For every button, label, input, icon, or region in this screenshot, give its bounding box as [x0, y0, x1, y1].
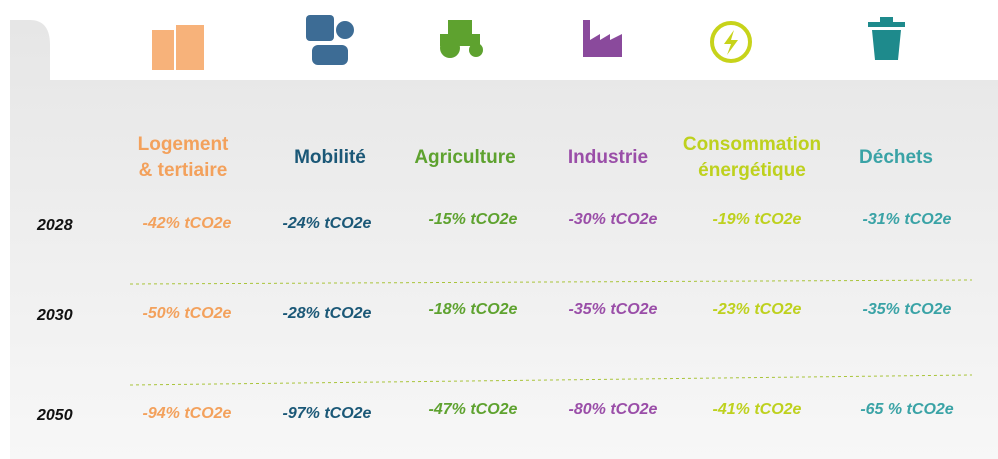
- reduction-value: -19% tCO2e: [713, 211, 802, 228]
- reduction-value: -18% tCO2e: [429, 301, 518, 318]
- icon-factory: [583, 20, 622, 57]
- column-header: énergétique: [698, 160, 806, 181]
- reduction-value: -97% tCO2e: [283, 405, 372, 422]
- reduction-value: -30% tCO2e: [569, 211, 658, 228]
- reduction-value: -35% tCO2e: [863, 301, 952, 318]
- reduction-value: -23% tCO2e: [713, 301, 802, 318]
- reduction-value: -15% tCO2e: [429, 211, 518, 228]
- column-header: Industrie: [568, 147, 648, 168]
- reduction-value: -65 % tCO2e: [860, 401, 953, 418]
- separator: [129, 279, 973, 285]
- reduction-value: -94% tCO2e: [143, 405, 232, 422]
- year: 2050: [36, 407, 73, 424]
- column-header: Logement: [138, 134, 229, 155]
- column-header: & tertiaire: [139, 160, 228, 181]
- reduction-value: -28% tCO2e: [283, 305, 372, 322]
- column-header: Déchets: [859, 147, 933, 168]
- icon-energy: [710, 21, 752, 63]
- icon-tractor: [440, 20, 483, 58]
- icon-bin: [868, 17, 905, 60]
- icon-building: [152, 25, 204, 70]
- column-header: Mobilité: [294, 147, 366, 168]
- reduction-value: -35% tCO2e: [569, 301, 658, 318]
- column-header: Agriculture: [414, 147, 515, 168]
- icon-mobility: [306, 15, 354, 65]
- reduction-value: -24% tCO2e: [283, 215, 372, 232]
- year: 2030: [36, 307, 73, 324]
- reduction-value: -31% tCO2e: [863, 211, 952, 228]
- reduction-value: -41% tCO2e: [713, 401, 802, 418]
- reduction-value: -42% tCO2e: [143, 215, 232, 232]
- reduction-value: -50% tCO2e: [143, 305, 232, 322]
- year: 2028: [36, 217, 73, 234]
- reduction-value: -80% tCO2e: [569, 401, 658, 418]
- column-header: Consommation: [683, 134, 821, 155]
- panel: [10, 20, 998, 459]
- reduction-value: -47% tCO2e: [429, 401, 518, 418]
- separator: [129, 374, 973, 386]
